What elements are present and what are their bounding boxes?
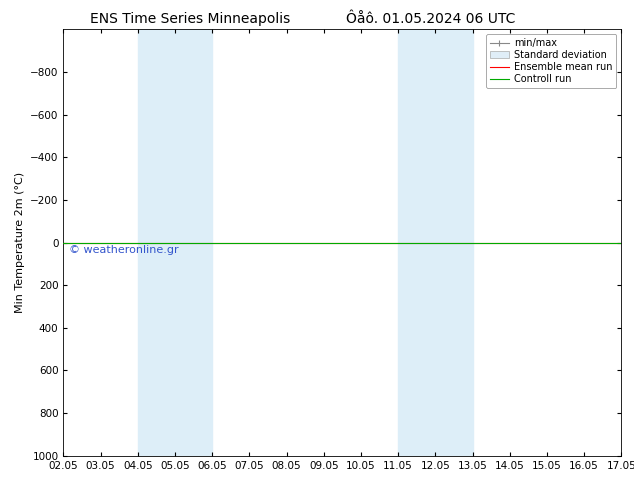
Legend: min/max, Standard deviation, Ensemble mean run, Controll run: min/max, Standard deviation, Ensemble me… (486, 34, 616, 88)
Text: ENS Time Series Minneapolis: ENS Time Series Minneapolis (90, 12, 290, 26)
Bar (138, 29, 212, 456)
Y-axis label: Min Temperature 2m (°C): Min Temperature 2m (°C) (15, 172, 25, 313)
Text: © weatheronline.gr: © weatheronline.gr (69, 245, 179, 255)
Bar (398, 29, 472, 456)
Text: Ôåô. 01.05.2024 06 UTC: Ôåô. 01.05.2024 06 UTC (346, 12, 516, 26)
